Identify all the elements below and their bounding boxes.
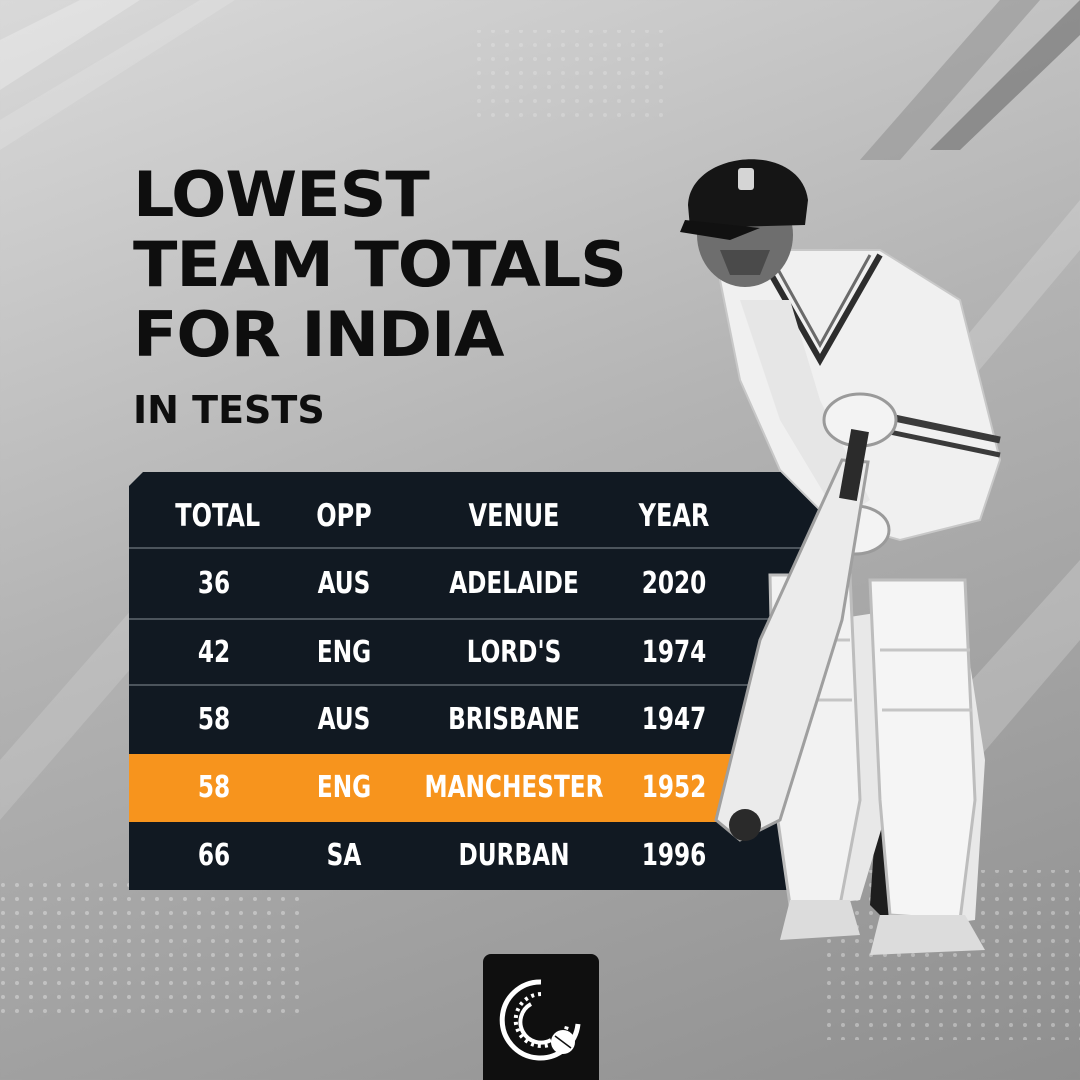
cricket-ball-logo-icon	[499, 979, 581, 1061]
cell-venue: ADELAIDE	[449, 566, 579, 601]
header-venue: VENUE	[468, 498, 560, 534]
table-row-highlighted: 58 ENG MANCHESTER 1952	[129, 754, 829, 822]
table-row: 66 SA DURBAN 1996	[129, 822, 829, 890]
cell-venue: DURBAN	[458, 838, 570, 873]
cell-venue: BRISBANE	[448, 702, 580, 737]
cell-opp: AUS	[317, 566, 371, 601]
row-divider	[129, 618, 829, 620]
cell-total: 42	[197, 635, 231, 670]
table-row: 36 AUS ADELAIDE 2020	[129, 550, 829, 618]
cell-venue: MANCHESTER	[424, 770, 604, 805]
headline: LOWEST TEAM TOTALS FOR INDIA	[133, 158, 627, 371]
cell-total: 58	[197, 702, 231, 737]
cell-venue: LORD'S	[466, 635, 562, 670]
headline-line-3: FOR INDIA	[133, 298, 505, 371]
brand-logo	[483, 954, 599, 1080]
cell-year: 2020	[641, 566, 707, 601]
cell-opp: AUS	[317, 702, 371, 737]
header-opp: OPP	[316, 498, 372, 534]
cell-opp: ENG	[316, 635, 372, 670]
cell-total: 36	[197, 566, 231, 601]
header-total: TOTAL	[175, 498, 261, 534]
subtitle: IN TESTS	[133, 388, 325, 432]
cell-year: 1996	[641, 838, 707, 873]
table-row: 58 AUS BRISBANE 1947	[129, 686, 829, 754]
stats-table: TOTAL OPP VENUE YEAR 36 AUS ADELAIDE 202…	[129, 472, 829, 890]
headline-line-1: LOWEST	[133, 158, 430, 231]
row-divider	[129, 684, 829, 686]
cell-year: 1974	[641, 635, 707, 670]
cell-opp: ENG	[316, 770, 372, 805]
headline-line-2: TEAM TOTALS	[133, 228, 627, 301]
cell-year: 1947	[641, 702, 707, 737]
cell-total: 66	[197, 838, 231, 873]
header-year: YEAR	[638, 498, 710, 534]
cell-opp: SA	[326, 838, 362, 873]
row-divider	[129, 547, 829, 549]
table-row: 42 ENG LORD'S 1974	[129, 619, 829, 687]
cell-year: 1952	[641, 770, 707, 805]
table-header-row: TOTAL OPP VENUE YEAR	[129, 482, 829, 550]
cell-total: 58	[197, 770, 231, 805]
